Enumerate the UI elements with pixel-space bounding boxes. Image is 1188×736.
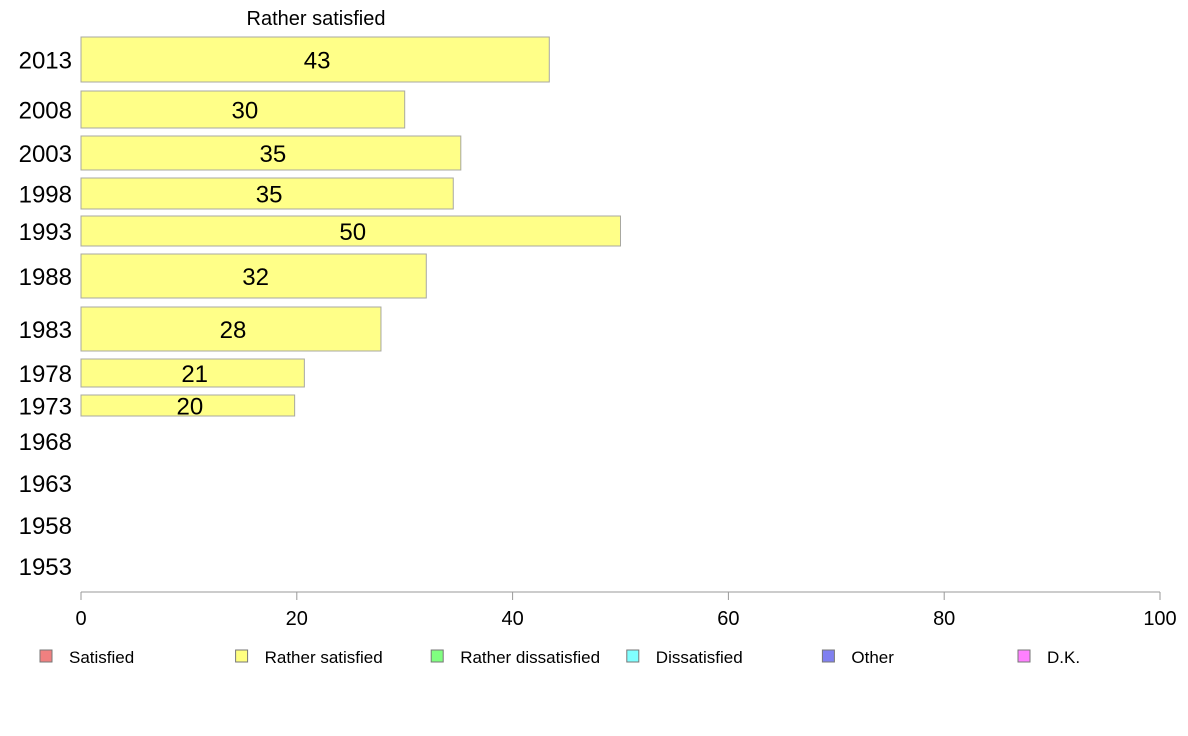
bar-value-label: 35 [260,141,287,168]
bar [80,177,454,210]
x-tick-label: 100 [1143,608,1176,630]
legend-swatch [1017,649,1031,663]
bar [80,253,427,299]
bar [80,358,305,388]
x-tick-label: 80 [933,608,955,630]
y-tick-label: 1963 [19,471,72,498]
x-tick-label: 0 [75,608,86,630]
x-tick-label: 20 [286,608,308,630]
x-axis: 0 20 40 60 80 100 [75,591,1177,630]
y-tick-label: 1993 [19,219,72,246]
chart-title: Rather satisfied [247,8,386,30]
bar-value-label: 43 [304,48,331,75]
bar [80,36,550,83]
legend-swatch [626,649,640,663]
y-tick-label: 1958 [19,513,72,540]
legend: Satisfied Rather satisfied Rather dissatis… [39,648,1080,667]
legend-label: Rather dissatisfied [460,648,600,667]
y-tick-label: 1973 [19,394,72,421]
x-tick-label: 40 [501,608,523,630]
y-tick-label: 1983 [19,317,72,344]
y-tick-label: 2003 [19,141,72,168]
legend-swatch [39,649,53,663]
bar-value-label: 32 [242,264,269,291]
y-tick-label: 1953 [19,554,72,581]
y-tick-label: 2013 [19,48,72,75]
bar [80,394,296,417]
legend-label: Dissatisfied [656,648,743,667]
y-tick-label: 1968 [19,429,72,456]
legend-swatch [235,649,249,663]
bar [80,90,406,129]
bar-value-label: 35 [256,182,283,209]
bar-value-label: 28 [220,317,247,344]
legend-label: D.K. [1047,648,1080,667]
legend-label: Rather satisfied [265,648,383,667]
bar-value-label: 50 [339,219,366,246]
legend-label: Satisfied [69,648,134,667]
bar-rows: 2013 43 2008 30 2003 35 1998 35 1993 50 1988 32 1983… [19,36,621,581]
y-tick-label: 1988 [19,264,72,291]
bar-value-label: 30 [231,98,258,125]
y-tick-label: 1978 [19,361,72,388]
legend-swatch [430,649,444,663]
legend-label: Other [851,648,894,667]
bar [80,306,382,352]
bar-value-label: 21 [181,361,208,388]
y-tick-label: 2008 [19,98,72,125]
x-tick-label: 60 [717,608,739,630]
bar [80,135,462,171]
y-tick-label: 1998 [19,182,72,209]
legend-swatch [821,649,835,663]
bar-value-label: 20 [176,394,203,421]
bar [80,215,621,247]
